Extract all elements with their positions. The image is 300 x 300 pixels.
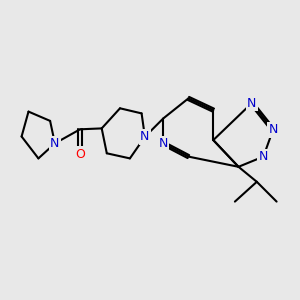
Text: N: N [268,123,278,136]
Text: N: N [50,137,60,150]
Text: N: N [259,150,268,163]
Text: N: N [140,130,150,143]
Text: O: O [75,148,85,161]
Text: N: N [158,137,168,150]
Text: N: N [247,97,256,110]
